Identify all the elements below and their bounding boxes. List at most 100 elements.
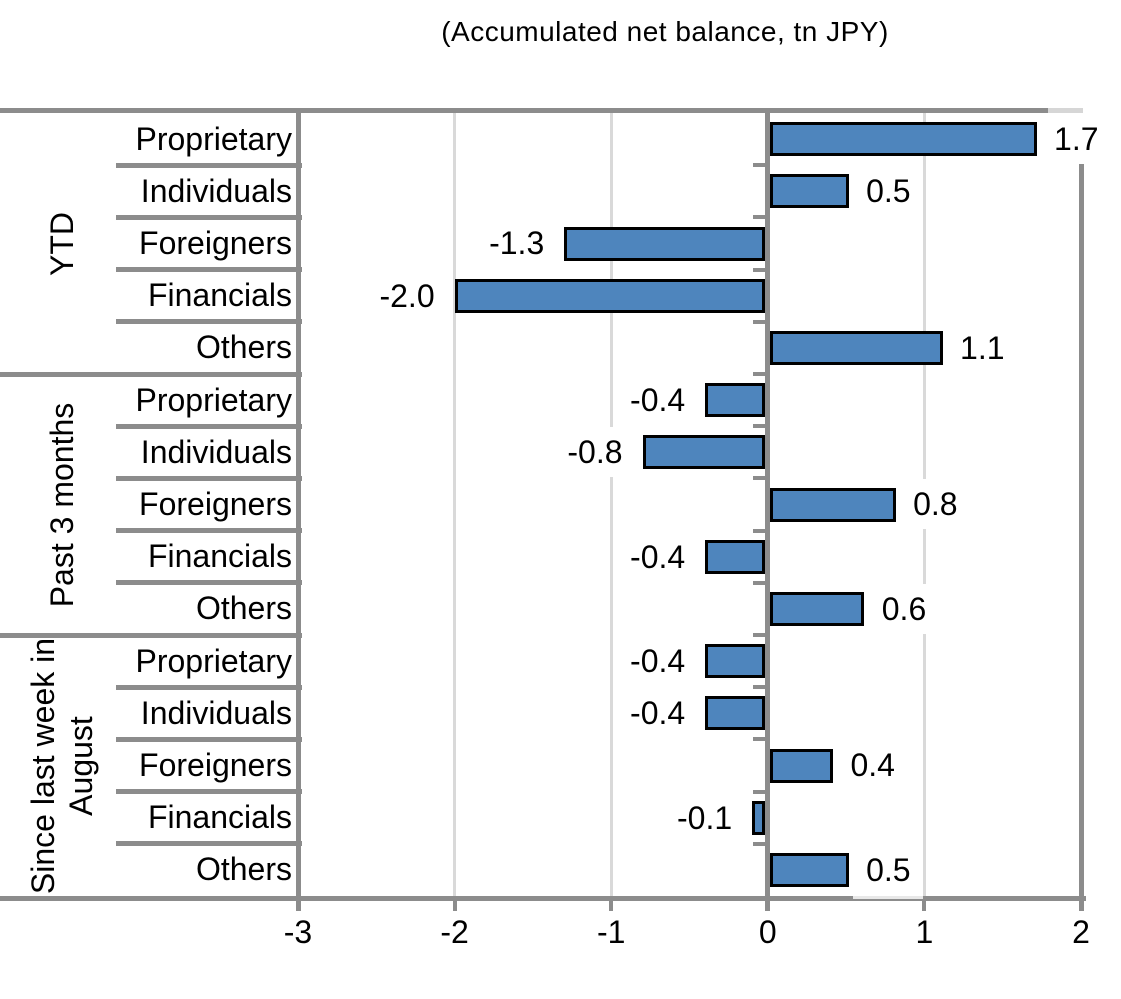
category-label: Others <box>195 851 292 888</box>
category-label: Individuals <box>140 172 292 209</box>
category-separator <box>116 423 302 429</box>
x-axis-tick <box>452 896 457 911</box>
x-tick-label: 0 <box>758 914 777 950</box>
zero-axis-tick <box>752 580 766 585</box>
category-separator <box>116 736 302 742</box>
x-tick-label: -1 <box>596 914 626 950</box>
category-label: Financials <box>147 799 292 836</box>
bar <box>642 435 766 470</box>
bar <box>770 591 865 626</box>
chart-title: (Accumulated net balance, tn JPY) <box>441 16 889 47</box>
x-tick-label: -2 <box>440 914 469 950</box>
gridline <box>609 113 613 896</box>
bar <box>705 539 766 574</box>
category-separator <box>116 580 302 586</box>
category-separator <box>116 162 302 168</box>
bar <box>705 696 766 731</box>
data-label: -0.1 <box>669 792 741 843</box>
group-label-line: Since last week in <box>25 637 61 894</box>
category-label: Proprietary <box>135 642 293 679</box>
bar <box>705 644 766 679</box>
data-label: 1.1 <box>952 322 1013 373</box>
data-label: 0.5 <box>858 166 919 217</box>
x-axis-line <box>0 896 1086 901</box>
category-label: Foreigners <box>139 224 292 261</box>
group-label-line: YTD <box>44 211 80 276</box>
category-label: Individuals <box>140 694 292 731</box>
x-axis-tick <box>765 896 770 911</box>
data-label: 0.4 <box>842 740 903 791</box>
x-tick-label: -3 <box>283 914 313 950</box>
zero-axis-tick <box>752 528 766 533</box>
group-separator <box>0 371 302 377</box>
bar <box>454 278 766 313</box>
x-axis-tick <box>609 896 614 911</box>
zero-axis-tick <box>752 737 766 742</box>
data-label: -0.8 <box>559 427 631 478</box>
data-label: -0.4 <box>622 531 694 582</box>
zero-axis-line <box>765 113 771 911</box>
zero-axis-tick <box>752 319 766 324</box>
zero-axis-tick <box>752 267 766 272</box>
bar <box>564 226 766 261</box>
zero-axis-tick <box>752 841 766 846</box>
category-label: Individuals <box>140 433 292 470</box>
group-label-line: August <box>63 715 99 816</box>
zero-axis-tick <box>752 424 766 429</box>
data-label: 1.7 <box>1046 114 1107 164</box>
group-label: Since last week in August <box>2 636 122 896</box>
category-separator <box>116 319 302 325</box>
category-separator <box>116 214 302 220</box>
data-label: -1.3 <box>481 218 553 269</box>
bar <box>770 174 849 209</box>
group-label: Past 3 months <box>2 375 122 635</box>
zero-axis-tick <box>752 685 766 690</box>
plot-border-top-light <box>1048 108 1083 113</box>
data-label: -0.4 <box>622 688 694 739</box>
zero-axis-tick <box>752 215 766 220</box>
category-label: Proprietary <box>135 381 293 418</box>
zero-axis-tick <box>752 633 766 637</box>
zero-axis-tick <box>752 163 766 168</box>
category-separator <box>116 528 302 534</box>
category-separator <box>116 841 302 847</box>
x-axis-tick <box>1079 896 1083 911</box>
group-label-line: Past 3 months <box>44 402 80 607</box>
gridline <box>453 113 457 896</box>
zero-axis-tick <box>752 789 766 794</box>
group-separator <box>0 632 302 638</box>
bar <box>770 852 849 887</box>
data-label: 0.6 <box>873 583 935 634</box>
plot-border-top <box>0 108 1048 113</box>
bar <box>705 383 766 418</box>
bar <box>770 330 943 365</box>
group-label: YTD <box>2 114 122 374</box>
bar <box>752 800 766 835</box>
category-label: Others <box>195 329 292 366</box>
x-axis-tick <box>296 896 300 911</box>
category-separator <box>116 475 302 481</box>
category-label: Foreigners <box>139 746 292 783</box>
category-label: Proprietary <box>135 120 293 157</box>
zero-axis-tick <box>752 476 766 481</box>
data-label: -0.4 <box>622 375 694 425</box>
category-separator <box>116 789 302 795</box>
category-label: Financials <box>147 538 292 575</box>
data-label: 0.5 <box>858 844 919 895</box>
x-axis-tick <box>922 896 927 911</box>
category-label: Others <box>195 590 292 627</box>
bar <box>770 748 833 783</box>
data-label: 0.8 <box>905 479 966 530</box>
x-tick-label: 2 <box>1072 914 1090 950</box>
category-label: Financials <box>147 277 292 314</box>
plot-border-left <box>296 108 301 911</box>
x-tick-label: 1 <box>915 914 934 950</box>
category-label: Foreigners <box>139 485 292 522</box>
axis-overlap-artifact <box>853 896 923 899</box>
category-separator <box>116 684 302 690</box>
plot-border-right <box>1079 164 1084 911</box>
data-label: -0.4 <box>622 636 694 686</box>
bar <box>770 487 896 522</box>
zero-axis-tick <box>752 372 766 376</box>
